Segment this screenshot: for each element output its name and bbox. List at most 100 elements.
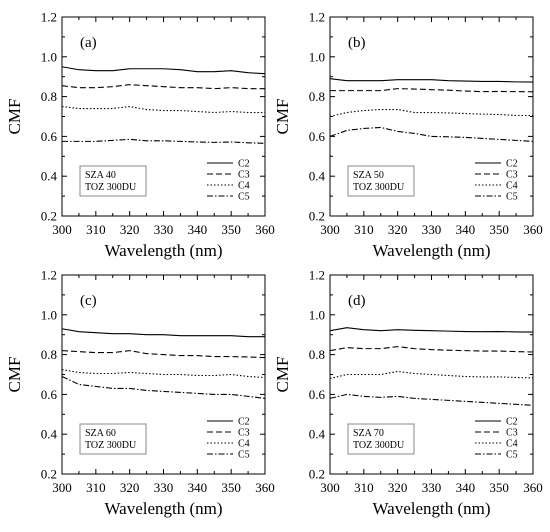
x-axis-label: Wavelength (nm)	[372, 499, 490, 518]
legend-label-c2: C2	[506, 159, 518, 170]
x-tick-label: 360	[523, 480, 543, 495]
panel-c: 300 310 320 330 340 350 360 0.2 0.4 0.6 0.8 1.0 1.2 W…	[5, 268, 275, 519]
y-tick-label: 1.0	[309, 49, 325, 64]
series-line-c4	[329, 108, 533, 118]
legend-label-c4: C4	[506, 439, 518, 450]
x-tick-label: 360	[255, 222, 275, 237]
x-tick-label: 310	[86, 222, 106, 237]
y-axis-label: CMF	[5, 99, 24, 135]
panel-label: (c)	[80, 293, 97, 309]
y-tick-label: 0.2	[309, 209, 325, 224]
condition-text: SZA 70	[353, 428, 384, 439]
y-tick-label: 0.8	[41, 89, 57, 104]
series-line-c2	[329, 78, 534, 83]
x-tick-label: 300	[52, 222, 72, 237]
condition-text: TOZ 300DU	[353, 440, 405, 451]
y-axis-label: CMF	[5, 357, 24, 393]
legend-label-c2: C2	[506, 417, 518, 428]
legend-label-c5: C5	[238, 450, 250, 461]
x-tick-label: 360	[523, 222, 543, 237]
y-tick-label: 1.0	[41, 49, 57, 64]
series-line-c3	[61, 350, 266, 359]
y-tick-label: 1.2	[309, 268, 325, 283]
x-tick-label: 350	[221, 222, 241, 237]
x-tick-label: 300	[320, 480, 340, 495]
series-line-c4	[329, 370, 534, 380]
x-tick-label: 310	[354, 480, 374, 495]
y-tick-label: 1.2	[309, 10, 325, 25]
y-tick-label: 1.0	[309, 307, 325, 322]
x-tick-label: 330	[422, 480, 442, 495]
y-tick-label: 0.6	[309, 129, 326, 144]
y-tick-label: 1.2	[41, 268, 57, 283]
y-tick-label: 0.4	[41, 169, 58, 184]
y-tick-label: 0.8	[41, 347, 57, 362]
y-tick-label: 1.2	[41, 10, 57, 25]
x-tick-label: 340	[456, 480, 476, 495]
y-tick-label: 0.8	[309, 347, 325, 362]
x-tick-label: 300	[320, 222, 340, 237]
y-tick-label: 0.6	[309, 387, 326, 402]
y-tick-label: 0.6	[41, 387, 58, 402]
x-tick-label: 320	[388, 222, 408, 237]
panel-label: (d)	[348, 293, 366, 309]
panel-label: (a)	[80, 35, 97, 51]
legend-label-c2: C2	[238, 159, 250, 170]
x-tick-label: 340	[188, 222, 208, 237]
conditions-box	[347, 423, 415, 455]
condition-text: TOZ 300DU	[85, 440, 137, 451]
x-tick-label: 350	[489, 222, 509, 237]
series-line-c4	[61, 368, 266, 379]
x-tick-label: 320	[120, 222, 140, 237]
legend-label-c5: C5	[506, 450, 518, 461]
x-axis-label: Wavelength (nm)	[104, 241, 222, 260]
legend-label-c4: C4	[506, 181, 518, 192]
condition-text: TOZ 300DU	[85, 182, 137, 193]
series-line-c2	[61, 328, 265, 338]
series-line-c3	[330, 88, 534, 93]
x-tick-label: 330	[154, 222, 174, 237]
y-tick-label: 0.6	[41, 129, 58, 144]
y-tick-label: 0.4	[309, 427, 326, 442]
y-tick-label: 0.4	[309, 169, 326, 184]
series-line-c3	[61, 84, 265, 90]
y-tick-label: 1.0	[41, 307, 57, 322]
y-tick-label: 0.4	[41, 427, 58, 442]
x-axis-label: Wavelength (nm)	[372, 241, 490, 260]
x-tick-label: 330	[154, 480, 174, 495]
panel-a: 300 310 320 330 340 350 360 0.2 0.4 0.6 0.8 1.0 1.2 W…	[5, 10, 275, 261]
legend-label-c2: C2	[238, 417, 250, 428]
y-axis-label: CMF	[273, 99, 292, 135]
x-tick-label: 350	[221, 480, 241, 495]
condition-text: TOZ 300DU	[353, 182, 405, 193]
legend-label-c3: C3	[238, 170, 250, 181]
x-tick-label: 300	[52, 480, 72, 495]
x-axis-label: Wavelength (nm)	[104, 499, 222, 518]
legend-label-c5: C5	[506, 192, 518, 203]
legend-label-c5: C5	[238, 192, 250, 203]
legend-label-c3: C3	[238, 428, 250, 439]
x-tick-label: 340	[456, 222, 476, 237]
series-line-c2	[329, 327, 534, 333]
series-line-c4	[61, 105, 265, 114]
condition-text: SZA 50	[353, 170, 384, 181]
x-tick-label: 350	[489, 480, 509, 495]
x-tick-label: 310	[86, 480, 106, 495]
x-tick-label: 320	[120, 480, 140, 495]
y-tick-label: 0.8	[309, 89, 325, 104]
legend-label-c4: C4	[238, 181, 250, 192]
conditions-box	[347, 165, 415, 197]
condition-text: SZA 60	[85, 428, 116, 439]
legend-label-c4: C4	[238, 439, 250, 450]
series-line-c2	[61, 66, 266, 75]
series-line-c3	[329, 346, 534, 353]
series-line-c5	[329, 126, 534, 142]
y-tick-label: 0.2	[41, 209, 57, 224]
condition-text: SZA 40	[85, 170, 116, 181]
panel-label: (b)	[348, 35, 366, 51]
legend-label-c3: C3	[506, 170, 518, 181]
series-line-c5	[62, 138, 266, 144]
panel-b: 300 310 320 330 340 350 360 0.2 0.4 0.6 0.8 1.0 1.2 W…	[273, 10, 543, 261]
legend-label-c3: C3	[506, 428, 518, 439]
